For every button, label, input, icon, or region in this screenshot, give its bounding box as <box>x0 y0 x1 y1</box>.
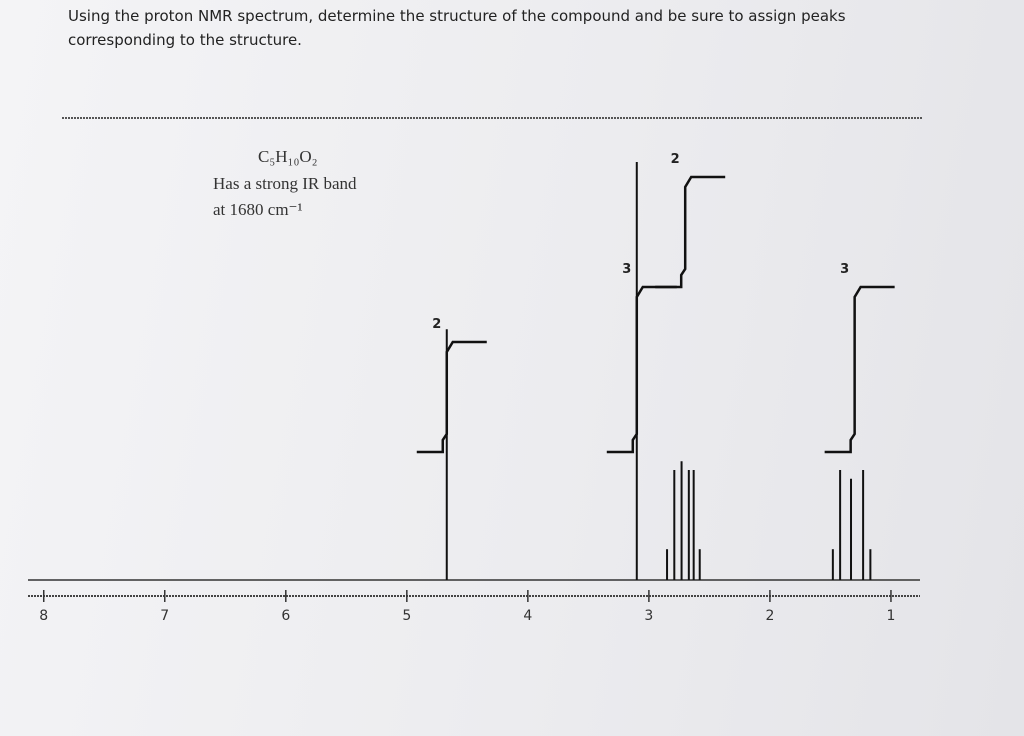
integral <box>606 285 677 454</box>
x-tick-label: 2 <box>765 608 774 624</box>
x-tick-label: 1 <box>886 608 895 624</box>
note: at 1680 cm⁻¹ <box>213 200 303 219</box>
x-tick-label: 3 <box>644 608 653 624</box>
integral-label: 3 <box>840 262 849 277</box>
integral-label: 2 <box>671 152 680 167</box>
formula: C₅H₁₀O₂ <box>258 147 318 166</box>
integral <box>655 175 726 289</box>
x-tick-label: 5 <box>402 608 411 624</box>
integral-label: 3 <box>622 262 631 277</box>
integral <box>416 340 487 454</box>
x-tick-label: 7 <box>160 608 169 624</box>
x-tick-label: 6 <box>281 608 290 624</box>
note: Has a strong IR band <box>213 174 357 193</box>
integral-label: 2 <box>432 317 441 332</box>
x-tick-label: 8 <box>39 608 48 624</box>
question: Using the proton NMR spectrum, determine… <box>68 7 846 49</box>
x-tick-label: 4 <box>523 608 532 624</box>
integral <box>824 285 895 454</box>
